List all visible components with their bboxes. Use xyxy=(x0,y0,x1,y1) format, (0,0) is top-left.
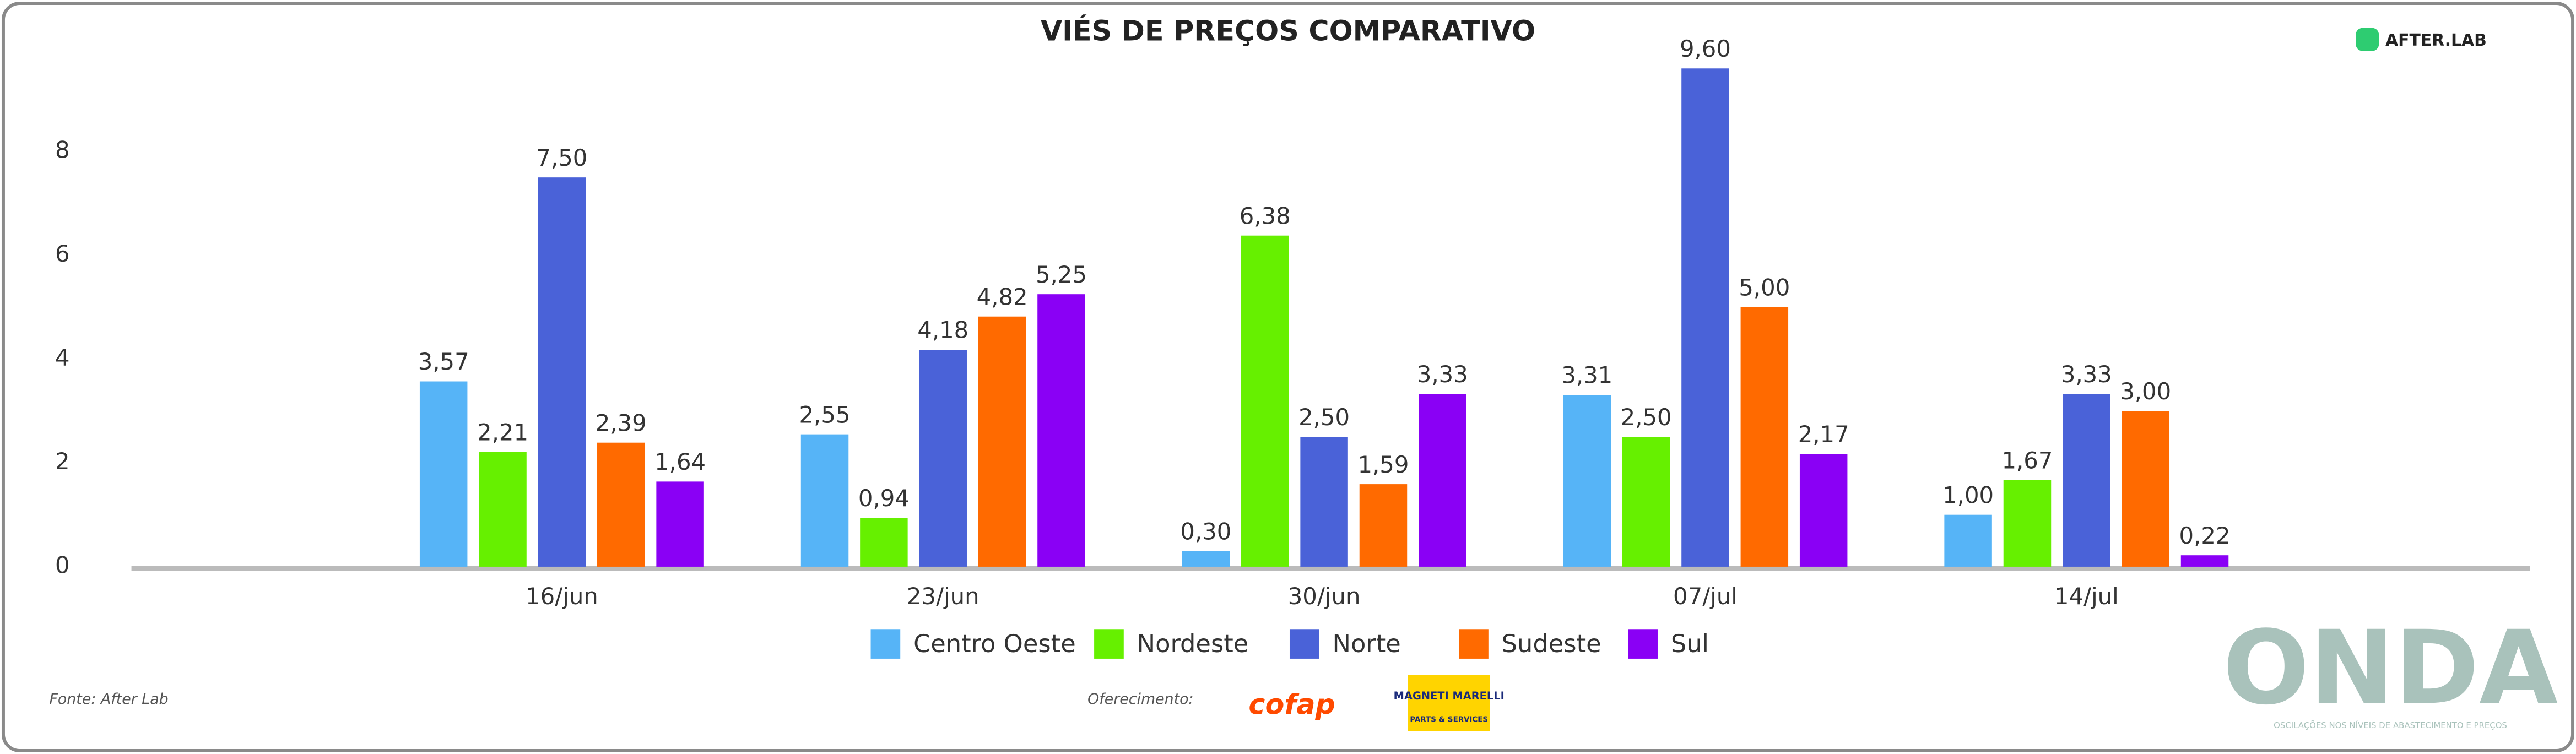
value-label: 1,00 xyxy=(1942,481,1994,508)
legend-swatch xyxy=(1094,629,1124,659)
logo: AFTER.LAB xyxy=(2385,31,2487,50)
value-label: 3,00 xyxy=(2120,378,2171,405)
y-tick-label: 4 xyxy=(55,344,70,371)
x-tick-label: 07/jul xyxy=(1673,583,1738,610)
logo-icon xyxy=(2356,28,2379,51)
value-label: 0,22 xyxy=(2179,522,2231,549)
sponsor-marelli: MAGNETI MARELLI xyxy=(1394,690,1505,702)
bar xyxy=(1037,294,1085,567)
bar xyxy=(1681,68,1729,567)
brand-tagline: OSCILAÇÕES NOS NÍVEIS DE ABASTECIMENTO E… xyxy=(2274,720,2507,730)
value-label: 5,25 xyxy=(1036,261,1087,288)
x-tick-label: 16/jun xyxy=(526,583,598,610)
legend-swatch xyxy=(870,629,901,659)
bar xyxy=(2063,394,2110,567)
y-tick-label: 8 xyxy=(55,137,70,164)
value-label: 3,33 xyxy=(2061,361,2112,388)
value-label: 1,59 xyxy=(1357,451,1409,478)
value-label: 7,50 xyxy=(536,144,587,171)
chart-title: VIÉS DE PREÇOS COMPARATIVO xyxy=(1041,14,1535,47)
legend-label: Sul xyxy=(1671,629,1709,658)
value-label: 3,57 xyxy=(418,348,469,375)
sponsor-cofap: cofap xyxy=(1248,688,1335,720)
sponsor-marelli-sub: PARTS & SERVICES xyxy=(1410,715,1488,724)
value-label: 3,33 xyxy=(1417,361,1468,388)
value-label: 0,30 xyxy=(1180,518,1231,545)
bar xyxy=(479,452,527,567)
legend-swatch xyxy=(1289,629,1319,659)
bar xyxy=(1799,454,1848,567)
value-label: 1,67 xyxy=(2001,447,2053,474)
source: Fonte: After Lab xyxy=(49,691,168,708)
value-label: 5,00 xyxy=(1739,274,1790,301)
x-tick-label: 23/jun xyxy=(907,583,979,610)
bar xyxy=(2003,480,2052,567)
value-label: 4,82 xyxy=(977,283,1028,310)
bar xyxy=(1944,514,1992,567)
y-tick-label: 6 xyxy=(55,240,70,267)
bar xyxy=(2180,555,2229,567)
value-label: 2,50 xyxy=(1621,404,1672,431)
legend-label: Norte xyxy=(1333,629,1401,658)
value-label: 1,64 xyxy=(654,448,706,475)
bar xyxy=(1563,395,1611,567)
brand: ONDA xyxy=(2223,609,2558,728)
bar xyxy=(419,381,468,567)
value-label: 2,21 xyxy=(477,419,528,446)
legend-label: Centro Oeste xyxy=(913,629,1076,658)
y-tick-label: 2 xyxy=(55,448,70,475)
bar xyxy=(1622,437,1670,567)
value-label: 2,17 xyxy=(1798,421,1849,448)
bar xyxy=(978,316,1026,567)
bar xyxy=(1359,484,1408,567)
value-label: 0,94 xyxy=(858,485,910,512)
bar xyxy=(656,481,704,567)
value-label: 4,18 xyxy=(917,317,968,344)
bar xyxy=(1182,551,1230,567)
y-tick-label: 0 xyxy=(55,551,70,578)
bar xyxy=(1241,235,1289,567)
x-tick-label: 14/jul xyxy=(2054,583,2119,610)
legend-label: Sudeste xyxy=(1502,629,1601,658)
bar xyxy=(860,518,908,567)
sponsor-box xyxy=(1408,675,1490,731)
bar xyxy=(2122,411,2169,567)
value-label: 2,55 xyxy=(799,401,851,428)
bar xyxy=(1740,307,1789,567)
value-label: 6,38 xyxy=(1240,202,1291,229)
sponsor-label: Oferecimento: xyxy=(1087,691,1193,708)
value-label: 9,60 xyxy=(1680,35,1731,62)
bar xyxy=(538,177,586,567)
legend-label: Nordeste xyxy=(1137,629,1249,658)
value-label: 2,50 xyxy=(1298,404,1350,431)
value-label: 2,39 xyxy=(596,409,647,436)
value-label: 3,31 xyxy=(1561,362,1612,389)
bar xyxy=(800,434,849,567)
legend-swatch xyxy=(1459,629,1489,659)
bar xyxy=(919,350,967,567)
bar xyxy=(597,442,645,567)
x-tick-label: 30/jun xyxy=(1288,583,1361,610)
legend-swatch xyxy=(1628,629,1658,659)
bar xyxy=(1419,394,1466,567)
bar xyxy=(1300,437,1348,567)
